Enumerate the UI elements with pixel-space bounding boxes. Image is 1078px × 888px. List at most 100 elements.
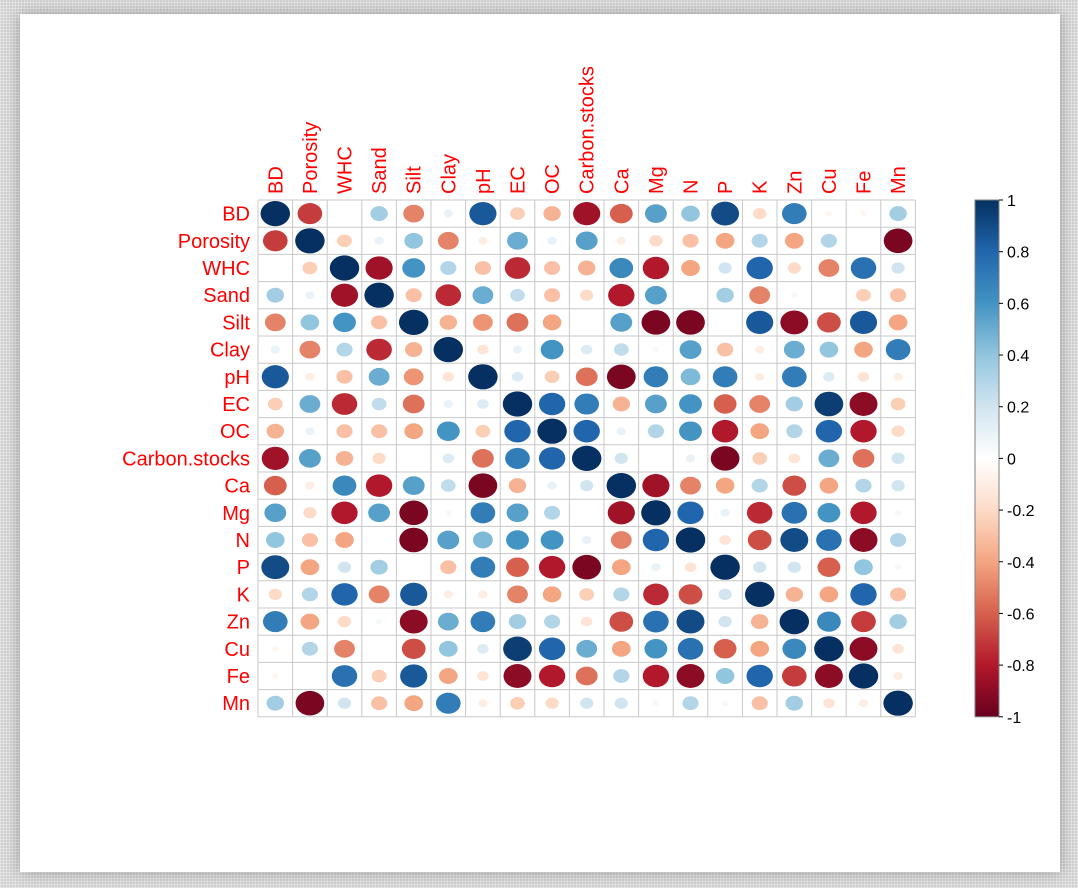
corr-circle-K-N [678, 584, 703, 605]
corr-circle-Carbon.stocks-Clay [442, 453, 455, 464]
corr-circle-Silt-N [676, 310, 705, 335]
colorbar-tick-label: -1 [1007, 710, 1021, 727]
corr-circle-K-Sand [368, 585, 390, 604]
corr-circle-WHC-Sand [365, 256, 393, 280]
corr-circle-Mn-pH [478, 699, 488, 708]
colorbar-tick-label: -0.2 [1007, 503, 1035, 520]
corr-circle-Sand-BD [266, 287, 285, 303]
corr-circle-Ca-Mg [642, 473, 670, 498]
corr-circle-Zn-Silt [399, 609, 428, 634]
corr-circle-Fe-Fe [848, 663, 879, 689]
corr-circle-Mg-WHC [331, 501, 358, 525]
row-label-WHC: WHC [202, 258, 250, 280]
corr-circle-OC-Porosity [305, 427, 315, 436]
corr-circle-Clay-OC [540, 339, 564, 360]
corr-circle-P-pH [470, 556, 496, 578]
row-label-Porosity: Porosity [178, 231, 250, 253]
corr-circle-Ca-N [680, 476, 701, 495]
row-label-Carbon.stocks: Carbon.stocks [122, 448, 250, 470]
col-label-Cu: Cu [819, 168, 841, 194]
corr-circle-Mn-OC [545, 697, 559, 709]
correlation-plot: BDPorosityWHCSandSiltClaypHECOCCarbon.st… [122, 66, 1035, 727]
col-label-P: P [715, 181, 737, 194]
row-label-BD: BD [222, 204, 250, 226]
corr-circle-Mg-Silt [399, 500, 429, 526]
corr-circle-K-Ca [613, 587, 630, 602]
corr-circle-Porosity-Sand [374, 236, 384, 245]
corr-circle-Sand-Zn [791, 292, 798, 299]
corr-circle-Ca-Carbon.stocks [580, 479, 594, 492]
corr-circle-Cu-Cu [814, 636, 844, 662]
corr-circle-Mg-N [677, 501, 704, 525]
corr-circle-WHC-WHC [329, 255, 360, 281]
corr-circle-WHC-Fe [850, 257, 877, 279]
corr-circle-Ca-Clay [440, 479, 456, 492]
corr-circle-EC-K [749, 395, 771, 413]
corr-circle-Cu-Porosity [301, 641, 318, 656]
corr-circle-K-Mn [890, 587, 907, 602]
corr-circle-Zn-WHC [337, 615, 352, 628]
colorbar-tick-label: -0.8 [1007, 658, 1035, 675]
corr-circle-Zn-Clay [437, 612, 459, 631]
corr-circle-BD-Sand [370, 206, 388, 222]
corr-circle-Porosity-K [751, 233, 768, 248]
corr-circle-BD-BD [260, 201, 291, 227]
corr-circle-pH-WHC [336, 369, 353, 384]
row-label-Mg: Mg [222, 503, 250, 525]
corr-circle-K-P [718, 588, 732, 601]
corr-circle-Cu-Clay [438, 640, 458, 657]
corr-circle-BD-N [681, 205, 700, 222]
corr-circle-Mn-Cu [823, 698, 835, 709]
corr-circle-pH-Ca [606, 364, 636, 390]
corr-circle-P-EC [506, 557, 529, 577]
corr-circle-N-WHC [335, 532, 354, 548]
corr-circle-Mg-Sand [368, 503, 391, 523]
corr-circle-Mg-Mg [641, 500, 671, 526]
col-label-Clay: Clay [438, 154, 460, 194]
corr-circle-Mg-K [746, 501, 773, 524]
corr-circle-Clay-BD [270, 345, 280, 354]
colorbar-tick-label: 0.2 [1007, 400, 1029, 417]
corr-circle-Zn-OC [544, 614, 561, 629]
col-label-pH: pH [473, 168, 495, 194]
corr-circle-Porosity-Silt [404, 232, 424, 249]
corr-circle-Zn-Fe [851, 611, 876, 633]
col-label-Silt: Silt [404, 166, 426, 194]
col-label-Mg: Mg [646, 166, 668, 194]
corr-circle-Porosity-Zn [784, 232, 804, 249]
corr-circle-Porosity-WHC [337, 234, 352, 248]
corr-circle-pH-Sand [368, 367, 390, 386]
corr-circle-pH-Mn [893, 372, 903, 381]
corr-circle-Ca-EC [508, 478, 527, 494]
col-label-Porosity: Porosity [300, 122, 322, 194]
corr-circle-Cu-Fe [849, 636, 878, 661]
corr-circle-OC-K [750, 423, 770, 440]
corr-circle-Silt-Ca [610, 313, 633, 332]
corr-circle-OC-WHC [336, 424, 353, 439]
corr-circle-Carbon.stocks-EC [505, 447, 530, 469]
corr-circle-Porosity-Porosity [295, 228, 325, 254]
col-label-BD: BD [265, 166, 287, 194]
corr-circle-pH-Zn [781, 366, 807, 388]
corr-circle-K-K [744, 581, 775, 608]
col-label-EC: EC [508, 166, 530, 194]
corr-circle-Mn-P [721, 700, 729, 707]
corr-circle-N-BD [265, 532, 285, 548]
corr-circle-pH-Mg [643, 366, 669, 388]
corr-circle-Clay-Mg [652, 346, 660, 353]
corr-circle-WHC-N [681, 260, 700, 276]
corr-circle-Clay-Cu [819, 341, 839, 358]
corr-circle-Zn-Mg [643, 610, 669, 633]
corr-circle-K-Carbon.stocks [579, 588, 595, 601]
corr-circle-N-Fe [849, 528, 878, 552]
corr-circle-Fe-P [715, 668, 735, 684]
corr-circle-Sand-Porosity [305, 291, 315, 300]
corr-circle-Zn-Zn [779, 609, 810, 635]
corr-circle-Sand-Ca [608, 283, 635, 307]
corr-circle-Porosity-Carbon.stocks [575, 231, 598, 251]
corr-circle-BD-Silt [403, 204, 425, 223]
corr-circle-Carbon.stocks-Zn [788, 453, 801, 464]
corr-circle-Silt-Sand [371, 315, 388, 330]
corr-circle-BD-pH [469, 201, 497, 226]
corr-circle-Carbon.stocks-Fe [852, 449, 875, 468]
